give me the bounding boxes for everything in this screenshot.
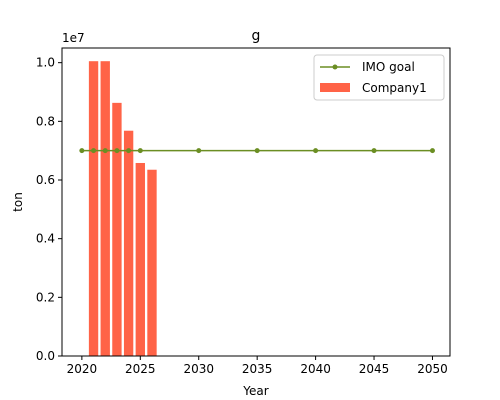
x-tick-label: 2025 [125, 362, 156, 376]
point-imo-goal [137, 148, 143, 154]
point-imo-goal [79, 148, 85, 154]
y-tick-label: 0.0 [36, 349, 55, 363]
bar-company1 [88, 61, 99, 356]
bar-company1 [112, 102, 122, 356]
point-imo-goal [429, 148, 435, 154]
x-axis-label: Year [242, 384, 268, 398]
x-tick-label: 2020 [67, 362, 98, 376]
legend-marker-swatch [332, 64, 338, 70]
y-tick-label: 1.0 [36, 56, 55, 70]
point-imo-goal [114, 148, 120, 154]
x-tick-label: 2035 [242, 362, 273, 376]
point-imo-goal [91, 148, 97, 154]
x-tick-label: 2050 [417, 362, 448, 376]
line-layer [79, 148, 435, 154]
point-imo-goal [196, 148, 202, 154]
y-tick-label: 0.4 [36, 232, 55, 246]
y-offset-label: 1e7 [62, 31, 85, 45]
bar-company1 [135, 162, 145, 356]
point-imo-goal [126, 148, 132, 154]
y-tick-label: 0.2 [36, 290, 55, 304]
y-tick-label: 0.8 [36, 114, 55, 128]
legend-label-imo-goal: IMO goal [362, 60, 415, 74]
x-tick-label: 2040 [300, 362, 331, 376]
legend: IMO goal Company1 [313, 54, 445, 101]
point-imo-goal [254, 148, 260, 154]
bar-company1 [147, 169, 157, 356]
legend-bar-swatch [320, 83, 350, 92]
legend-label-company1: Company1 [362, 81, 427, 95]
chart-title: g [252, 28, 261, 44]
point-imo-goal [313, 148, 319, 154]
bars-layer [88, 61, 157, 356]
x-tick-label: 2045 [359, 362, 390, 376]
y-axis-label: ton [11, 192, 25, 212]
axes-layer: 2020 2025 2030 2035 2040 2045 2050 0.0 0.2 0.4 0.6… [36, 47, 451, 376]
bar-company1 [100, 61, 110, 356]
bar-company1 [123, 130, 134, 356]
x-tick-label: 2030 [183, 362, 214, 376]
plot-frame [61, 47, 451, 357]
point-imo-goal [102, 148, 108, 154]
point-imo-goal [371, 148, 377, 154]
y-tick-label: 0.6 [36, 173, 55, 187]
